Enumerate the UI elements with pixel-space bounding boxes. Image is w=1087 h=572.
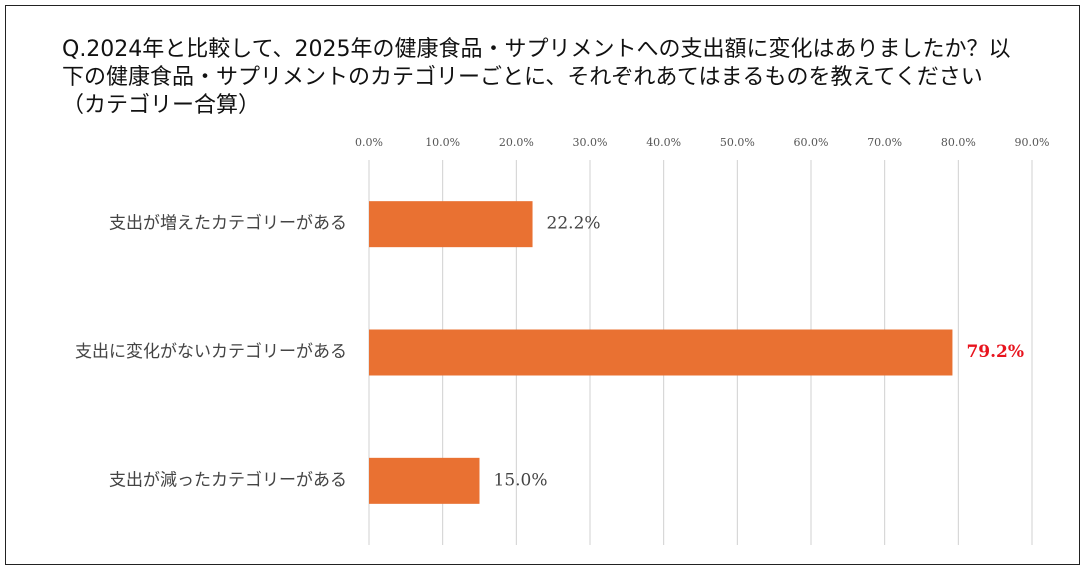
x-tick-label: 70.0% xyxy=(867,136,902,149)
y-tick-label: 支出に変化がないカテゴリーがある xyxy=(75,341,347,362)
chart-title: Q.2024年と比較して、2025年の健康食品・サプリメントへの支出額に変化はあ… xyxy=(62,37,1011,118)
x-tick-label: 20.0% xyxy=(499,136,534,149)
x-tick-label: 60.0% xyxy=(794,136,829,149)
x-tick-label: 90.0% xyxy=(1015,136,1050,149)
bar xyxy=(369,457,480,504)
x-tick-label: 80.0% xyxy=(941,136,976,149)
x-tick-label: 0.0% xyxy=(355,136,383,149)
frame xyxy=(5,5,1080,565)
data-label: 22.2% xyxy=(547,214,601,234)
x-tick-label: 30.0% xyxy=(573,136,608,149)
bar xyxy=(369,329,953,376)
x-tick-label: 50.0% xyxy=(720,136,755,149)
data-label: 15.0% xyxy=(494,470,548,490)
y-tick-label: 支出が増えたカテゴリーがある xyxy=(109,213,347,234)
x-tick-label: 10.0% xyxy=(425,136,460,149)
bar xyxy=(369,201,533,248)
x-tick-label: 40.0% xyxy=(646,136,681,149)
y-tick-label: 支出が減ったカテゴリーがある xyxy=(109,469,347,490)
data-label: 79.2% xyxy=(966,342,1024,362)
